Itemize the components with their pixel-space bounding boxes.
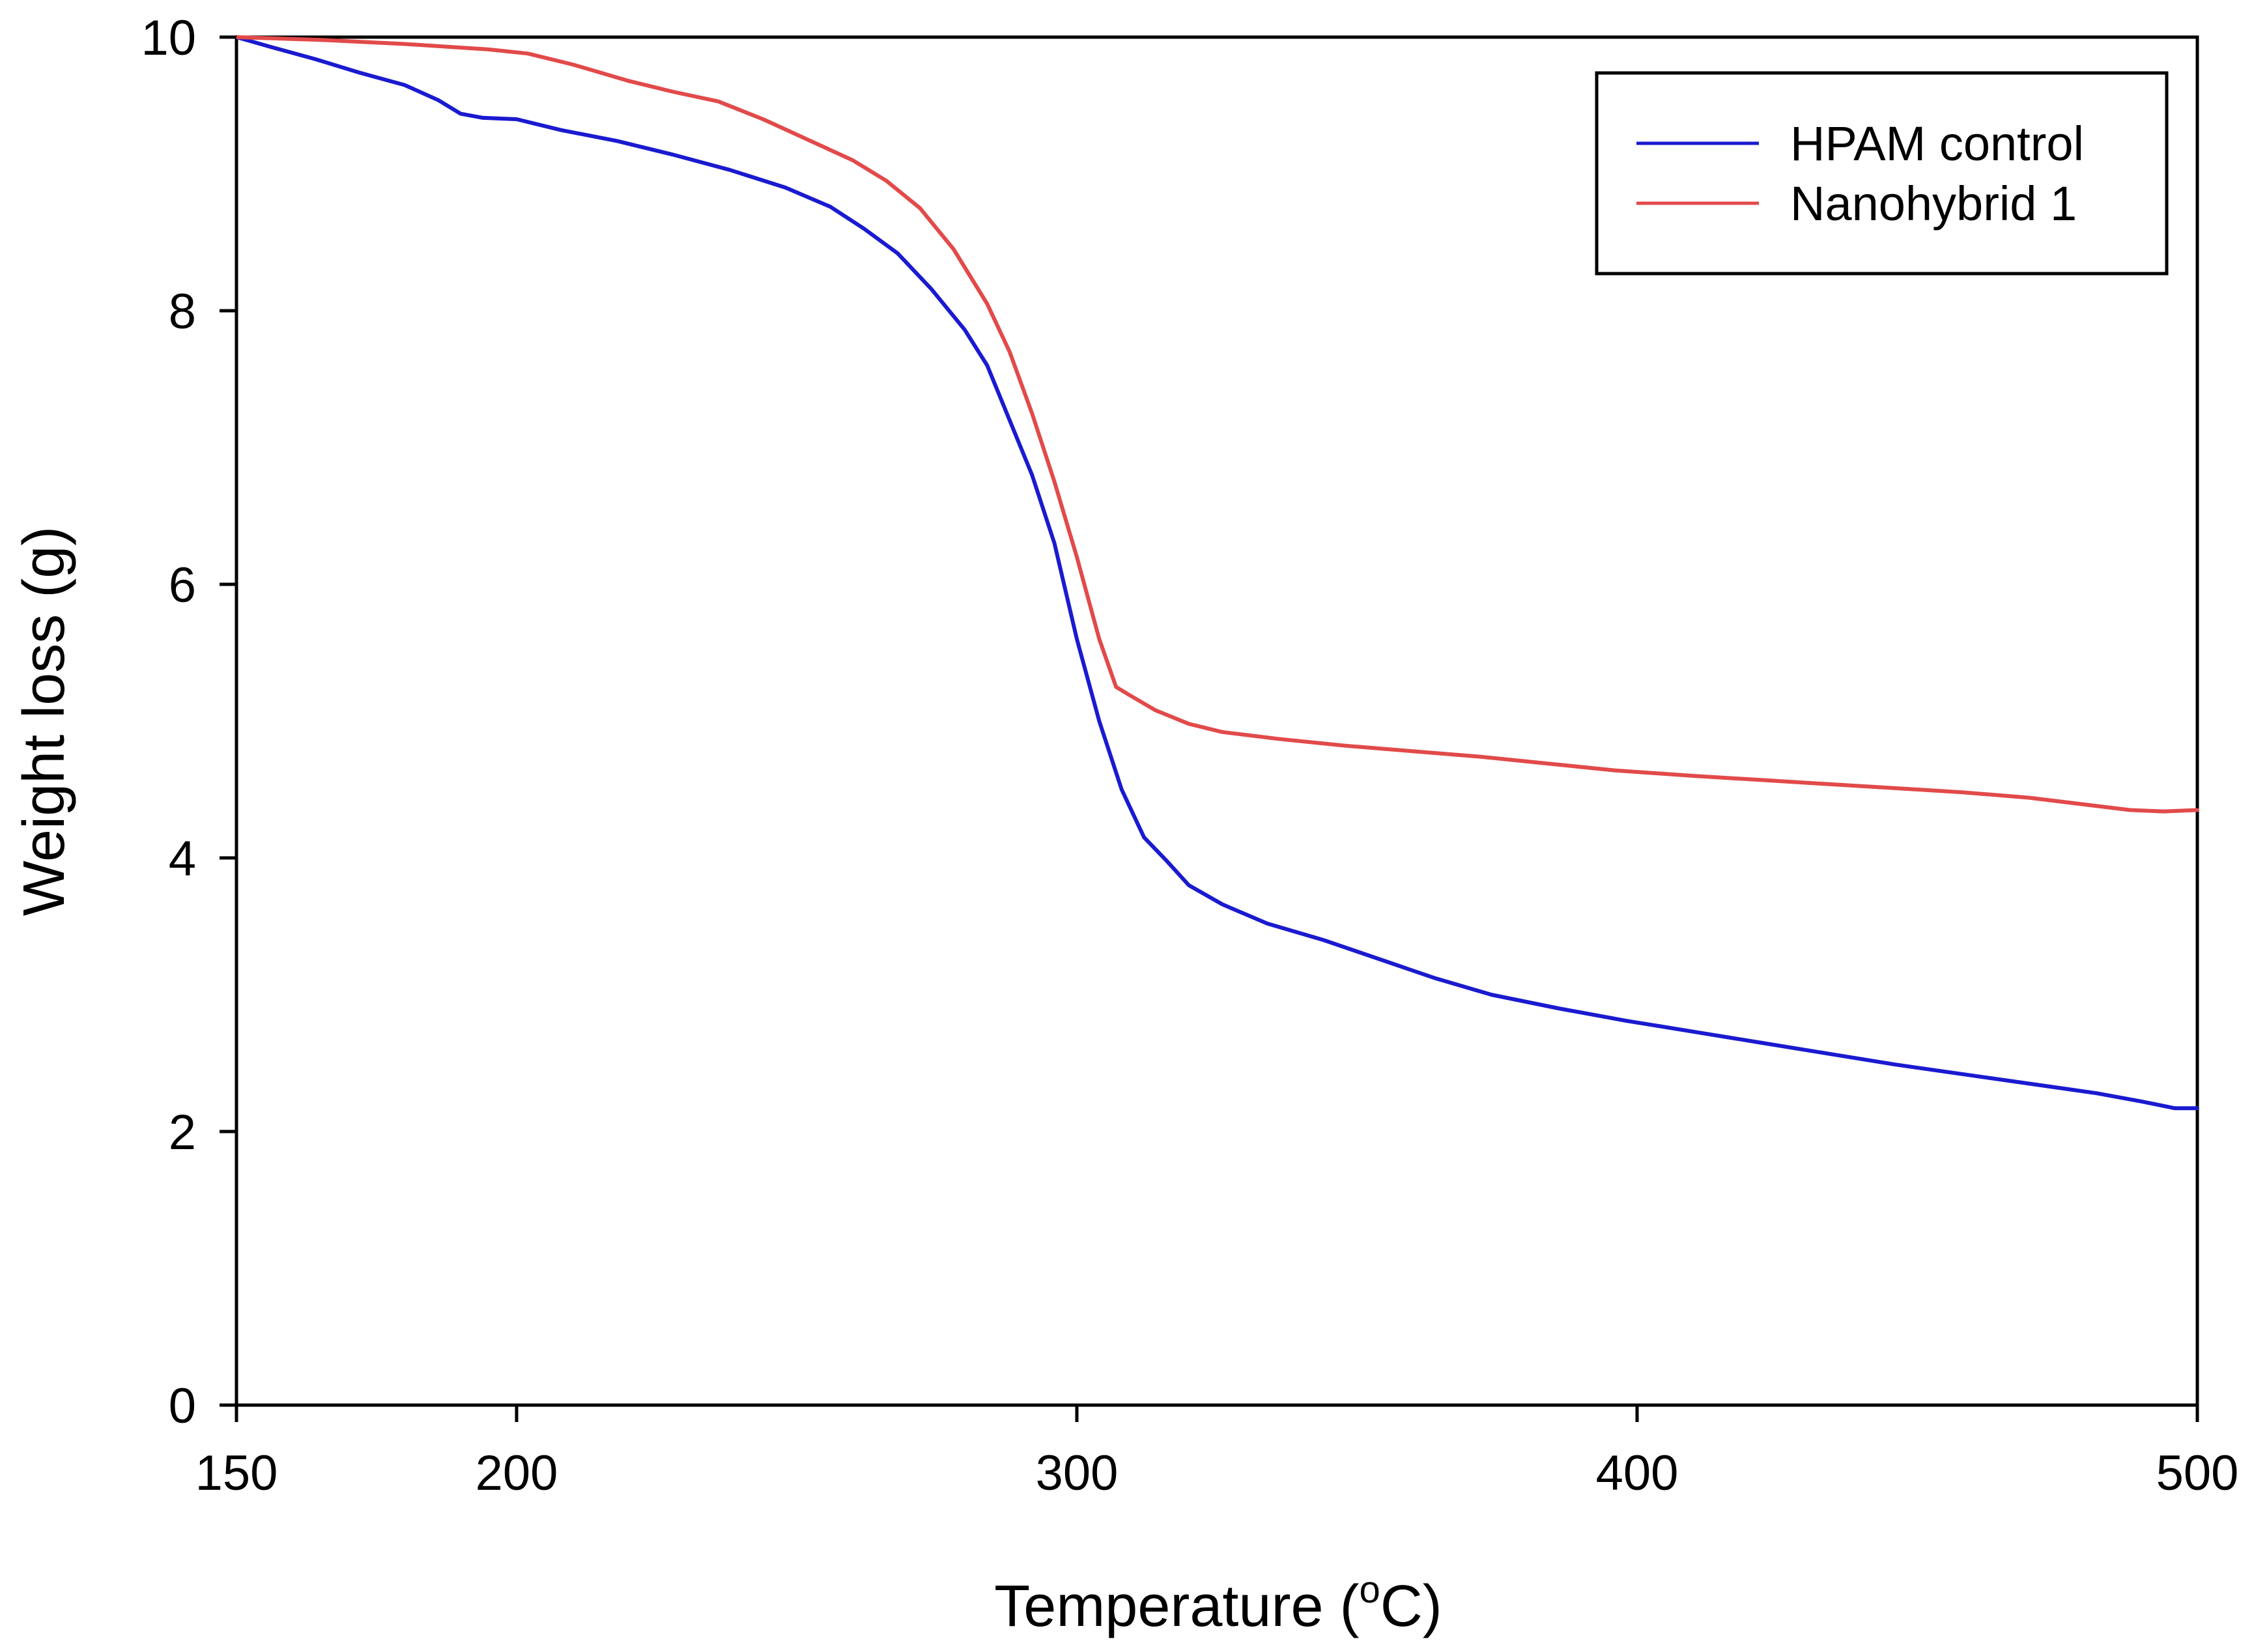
legend-box [1595,71,2169,276]
x-axis-title: Temperature (oC) [994,1569,1442,1639]
legend-label-hpam-control: HPAM control [1790,117,2084,171]
series-line-hpam-control [235,35,2199,1111]
x-axis-title-main: Temperature ( [994,1574,1359,1639]
series-layer [235,35,2199,1111]
x-axis: 150 200 300 400 500 [195,1405,2239,1501]
y-tick-label-10: 10 [141,10,196,66]
plot-area [235,35,2199,1407]
legend-label-nanohybrid-1: Nanohybrid 1 [1790,177,2077,231]
plot-frame [235,35,2199,1407]
x-tick-label-400: 400 [1596,1445,1679,1501]
y-tick-label-0: 0 [169,1378,196,1434]
y-tick-label-2: 2 [169,1105,196,1160]
legend: HPAM control Nanohybrid 1 [1595,71,2169,276]
y-axis: 0 2 4 6 8 10 [141,10,236,1434]
y-axis-title: Weight loss (g) [12,526,77,917]
y-tick-label-6: 6 [169,558,196,613]
x-tick-label-500: 500 [2156,1445,2239,1501]
x-tick-label-300: 300 [1036,1445,1119,1501]
x-axis-title-unit: C) [1380,1574,1442,1639]
y-tick-label-4: 4 [169,831,196,887]
series-line-nanohybrid-1 [235,35,2199,814]
x-tick-label-200: 200 [476,1445,558,1501]
y-tick-label-8: 8 [169,284,196,339]
x-axis-title-degree: o [1359,1569,1380,1611]
x-tick-label-150: 150 [195,1445,278,1501]
